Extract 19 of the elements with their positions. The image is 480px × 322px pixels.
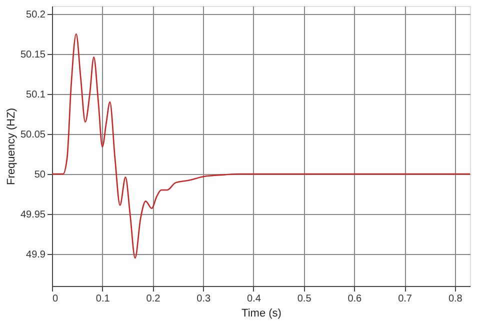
x-tick-label: 0.4 — [246, 294, 262, 304]
x-tick-label: 0.7 — [398, 294, 412, 304]
y-tick-label: 50 — [34, 170, 46, 180]
x-tick-label: 0 — [52, 294, 58, 304]
x-tick-label: 0.3 — [196, 294, 211, 304]
x-tick-label: 0.2 — [146, 294, 161, 304]
line-series — [52, 33, 470, 259]
x-tick-label: 0.1 — [96, 294, 110, 304]
y-tick-label: 50.1 — [26, 90, 46, 100]
y-tick-label: 50.05 — [20, 130, 46, 140]
y-tick-label: 50.2 — [26, 10, 46, 20]
y-axis-title: Frequency (HZ) — [5, 108, 18, 186]
y-tick-label: 50.15 — [20, 50, 46, 60]
x-tick-label: 0.5 — [297, 294, 312, 304]
x-tick-label: 0.8 — [448, 294, 463, 304]
y-tick-label: 49.95 — [20, 210, 46, 220]
y-tick-label: 49.9 — [26, 250, 46, 260]
x-axis-title: Time (s) — [242, 308, 282, 320]
x-tick-label: 0.6 — [348, 294, 362, 304]
